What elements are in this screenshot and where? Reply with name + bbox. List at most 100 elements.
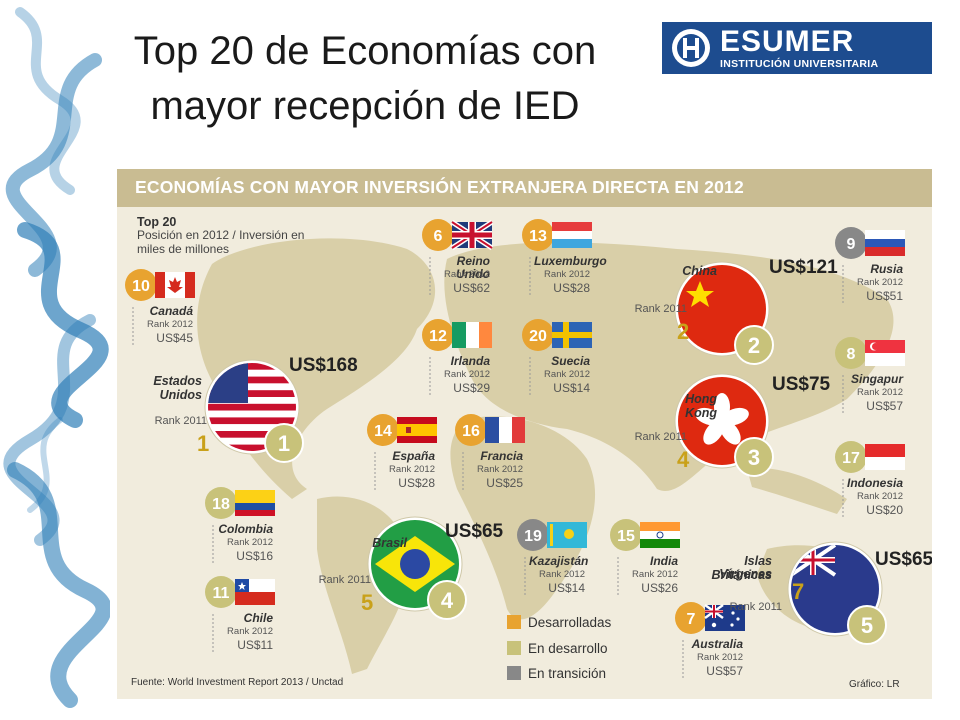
singapore-flag-icon <box>865 340 905 366</box>
rank-badge <box>422 319 454 351</box>
rank-2011-number: 5 <box>361 590 374 615</box>
economy-marker-sweden: 20 <box>522 319 592 351</box>
economy-name: Australia <box>691 637 743 651</box>
economy-marker-kazakhstan: 19 <box>517 519 587 551</box>
economy-name: Suecia <box>551 354 590 368</box>
legend-label-developing: En desarrollo <box>528 641 608 656</box>
rank-number: 10 <box>132 278 150 295</box>
credit-note: Gráfico: LR <box>849 679 900 690</box>
rank-number: 6 <box>434 228 443 245</box>
rank-2012-number: 3 <box>748 445 760 470</box>
france-flag-icon <box>485 417 525 443</box>
economy-name: Singapur <box>850 372 903 386</box>
economy-marker-chile: 11 <box>205 576 275 608</box>
investment-value: US$45 <box>156 331 193 345</box>
rank-2011-label: Rank 2011 <box>318 574 371 586</box>
rank-number: 15 <box>617 528 635 545</box>
rank-2012-label: Rank 2012 <box>544 369 590 380</box>
rank-2011-number: 1 <box>197 431 210 456</box>
economy-marker-spain: 14 <box>367 414 437 446</box>
rank-2012-label: Rank 2012 <box>477 464 523 475</box>
top5-bubble-3: 3 <box>674 373 774 477</box>
investment-value: US$65 <box>445 521 504 542</box>
spain-flag-icon <box>397 417 437 443</box>
rank-2012-number: 5 <box>861 613 873 638</box>
investment-value: US$28 <box>398 476 435 490</box>
investment-value: US$26 <box>641 581 678 595</box>
economy-marker-france: 16 <box>455 414 525 446</box>
russia-flag-icon <box>865 230 905 256</box>
economy-marker-luxembourg: 13 <box>522 219 592 251</box>
infographic-header: ECONOMÍAS CON MAYOR INVERSIÓN EXTRANJERA… <box>117 169 932 207</box>
colombia-flag-icon <box>235 490 275 516</box>
economy-name: España <box>392 449 435 463</box>
rank-badge <box>835 337 867 369</box>
economy-name: Kong <box>685 406 717 420</box>
rank-number: 7 <box>687 611 696 628</box>
ireland-flag-icon <box>452 322 492 348</box>
rank-badge <box>610 519 642 551</box>
economy-name: Colombia <box>218 522 273 536</box>
luxembourg-flag-icon <box>552 222 592 248</box>
investment-value: US$28 <box>553 281 590 295</box>
rank-number: 19 <box>524 528 542 545</box>
top20-subtitle-line1: Posición en 2012 / Inversión en <box>137 228 305 242</box>
investment-value: US$168 <box>289 355 358 376</box>
rank-2012-number: 4 <box>441 588 454 613</box>
rank-2011-number: 4 <box>677 447 690 472</box>
rank-badge <box>422 219 454 251</box>
rank-2011-label: Rank 2011 <box>634 431 687 443</box>
economy-name: Brasil <box>372 536 407 550</box>
legend-label-transition: En transición <box>528 666 607 681</box>
esumer-logo-text: ESUMER INSTITUCIÓN UNIVERSITARIA <box>720 24 879 70</box>
economy-name: Unidos <box>159 388 202 402</box>
investment-value: US$14 <box>553 381 590 395</box>
investment-value: US$121 <box>769 257 838 278</box>
rank-badge <box>125 269 157 301</box>
economy-name: India <box>649 554 678 568</box>
legend-swatch-developing <box>507 641 521 655</box>
canada-flag-icon <box>155 272 195 298</box>
economy-marker-ireland: 12 <box>422 319 492 351</box>
top5-bubble-5: 5 <box>787 541 887 645</box>
economy-name: Kazajistán <box>529 554 589 568</box>
logo-name: ESUMER <box>720 24 855 58</box>
usa-flag-icon <box>208 363 296 451</box>
rank-number: 18 <box>212 496 230 513</box>
logo-subtitle: INSTITUCIÓN UNIVERSITARIA <box>720 57 879 70</box>
rank-2012-label: Rank 2012 <box>444 369 490 380</box>
rank-2012-label: Rank 2012 <box>227 626 273 637</box>
economy-name: Indonesia <box>847 476 904 490</box>
rank-badge <box>835 441 867 473</box>
rank-2011-label: Rank 2011 <box>154 415 207 427</box>
indonesia-flag-icon <box>865 444 905 470</box>
top5-bubble-2: 2 <box>674 261 774 365</box>
economy-name: Islas Vírgenes <box>719 554 772 581</box>
economy-marker-russia: 9 <box>835 227 905 259</box>
economy-name: Chile <box>243 611 273 625</box>
rank-badge <box>522 219 554 251</box>
rank-2011-label: Rank 2011 <box>634 303 687 315</box>
rank-2012-number: 1 <box>278 431 290 456</box>
rank-number: 8 <box>847 346 856 363</box>
economy-name: China <box>682 264 717 278</box>
rank-2012-label: Rank 2012 <box>857 277 903 288</box>
india-flag-icon <box>640 522 680 548</box>
rank-2012-label: Rank 2012 <box>857 491 903 502</box>
investment-value: US$51 <box>866 289 903 303</box>
economy-marker-uk: 6 <box>422 219 494 251</box>
economy-marker-canada: 10 <box>125 269 195 301</box>
rank-2012-label: Rank 2012 <box>697 652 743 663</box>
decorative-script-strip <box>3 7 110 708</box>
rank-2012-badge <box>427 580 467 620</box>
investment-value: US$20 <box>866 503 903 517</box>
rank-2012-badge <box>734 325 774 365</box>
esumer-logo: ESUMER INSTITUCIÓN UNIVERSITARIA <box>662 22 932 74</box>
rank-badge <box>367 414 399 446</box>
legend-label-developed: Desarrolladas <box>528 615 612 630</box>
chart-title: ECONOMÍAS CON MAYOR INVERSIÓN EXTRANJERA… <box>135 177 744 197</box>
rank-2011-number: 2 <box>677 319 690 344</box>
rank-2012-badge <box>734 437 774 477</box>
uk-flag-icon <box>450 219 494 251</box>
fdi-infographic: ECONOMÍAS CON MAYOR INVERSIÓN EXTRANJERA… <box>117 169 932 699</box>
